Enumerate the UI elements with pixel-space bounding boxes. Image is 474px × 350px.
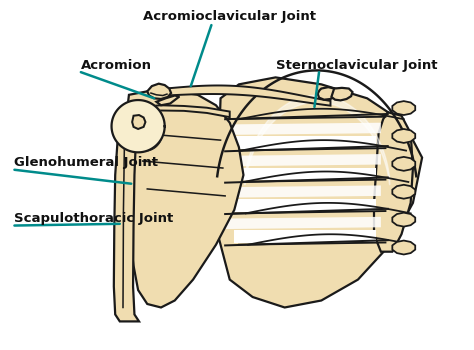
Polygon shape (225, 217, 381, 229)
Polygon shape (128, 120, 163, 150)
Polygon shape (156, 96, 179, 105)
Polygon shape (392, 157, 415, 171)
Polygon shape (392, 213, 415, 226)
FancyBboxPatch shape (225, 168, 376, 180)
Polygon shape (216, 77, 422, 307)
FancyBboxPatch shape (234, 230, 376, 243)
Polygon shape (165, 85, 330, 106)
FancyBboxPatch shape (220, 136, 376, 149)
Polygon shape (225, 186, 381, 198)
FancyBboxPatch shape (230, 199, 376, 212)
Polygon shape (392, 240, 415, 254)
Text: Glenohumeral Joint: Glenohumeral Joint (14, 156, 158, 169)
Polygon shape (374, 112, 413, 252)
Text: Scapulothoracic Joint: Scapulothoracic Joint (14, 212, 173, 225)
Polygon shape (111, 100, 164, 152)
Polygon shape (138, 105, 230, 117)
Polygon shape (392, 101, 415, 115)
Polygon shape (132, 115, 146, 129)
Polygon shape (392, 185, 415, 199)
Polygon shape (318, 87, 337, 100)
Polygon shape (392, 129, 415, 143)
Text: Acromioclavicular Joint: Acromioclavicular Joint (143, 10, 316, 23)
Text: Sternoclavicular Joint: Sternoclavicular Joint (275, 59, 437, 72)
Polygon shape (147, 84, 171, 99)
Text: Acromion: Acromion (81, 59, 152, 72)
Polygon shape (225, 123, 381, 135)
Polygon shape (225, 154, 381, 166)
Polygon shape (331, 88, 353, 100)
Polygon shape (114, 142, 139, 321)
Polygon shape (124, 91, 244, 307)
